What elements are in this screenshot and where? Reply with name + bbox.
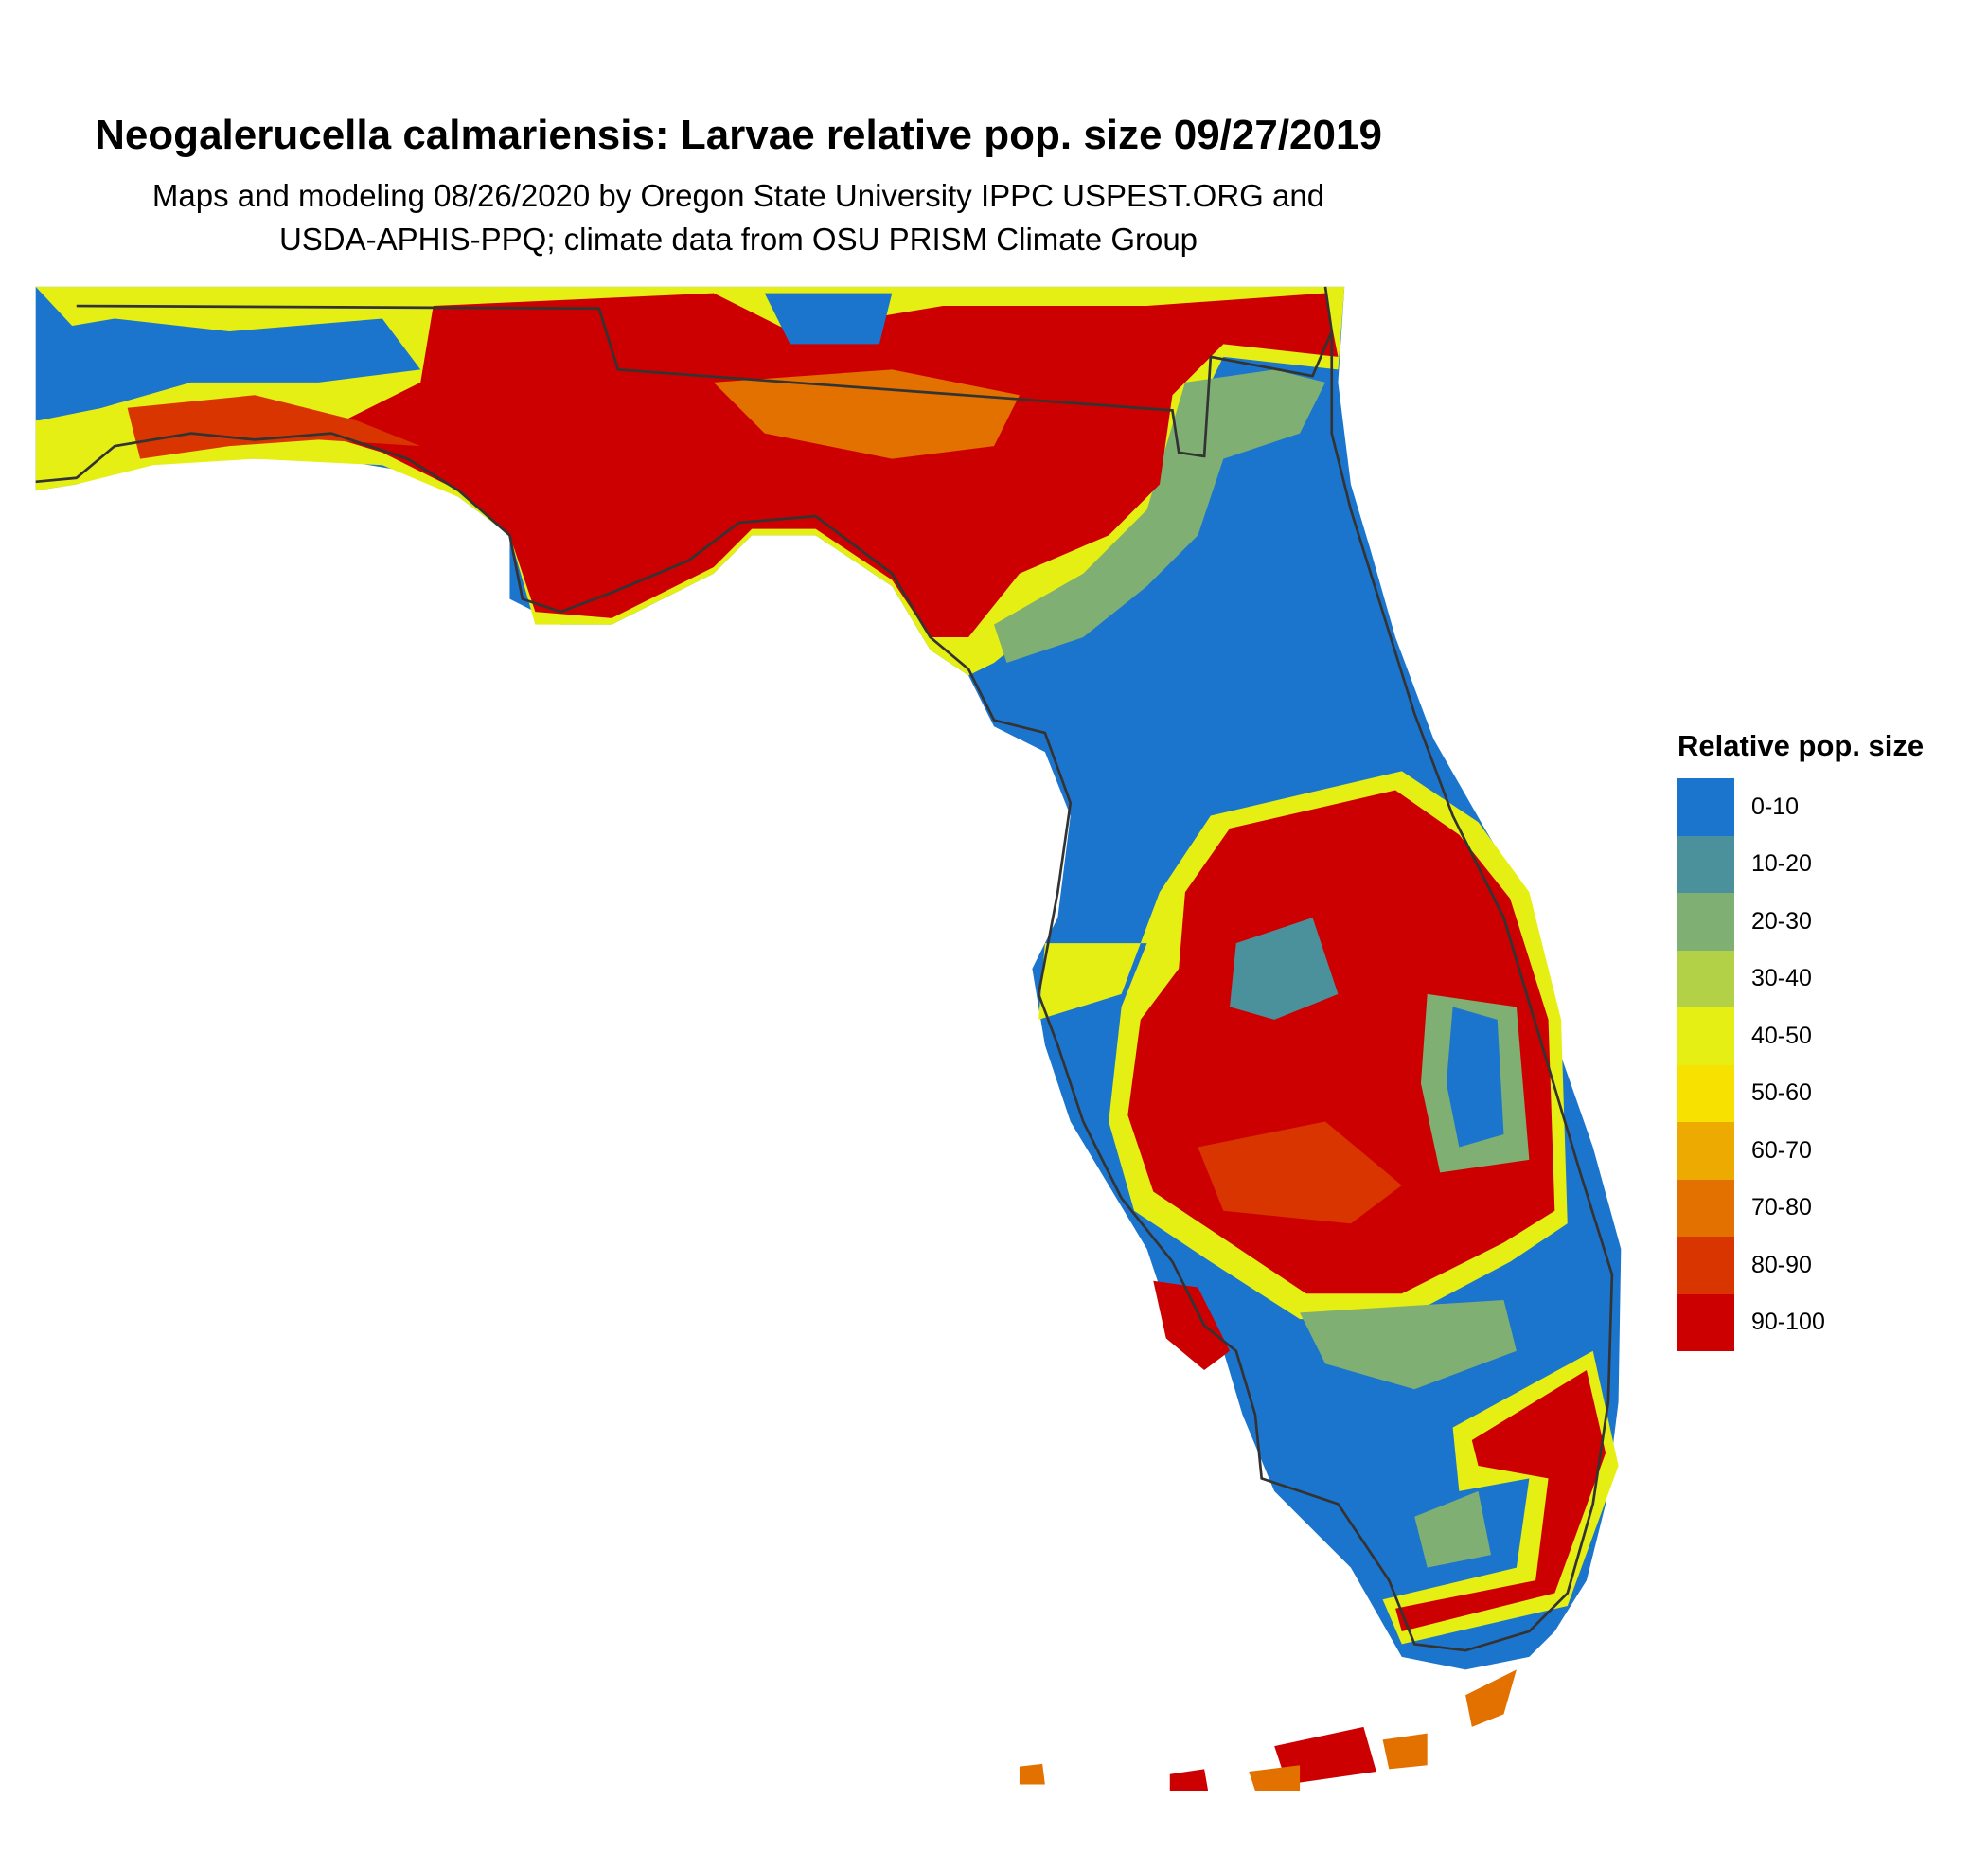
legend-item: 40-50 (1677, 1007, 1924, 1065)
legend-item: 70-80 (1677, 1179, 1924, 1237)
panhandle-orange-zone (713, 369, 1020, 459)
legend-label: 10-20 (1751, 850, 1812, 878)
legend-item: 10-20 (1677, 835, 1924, 893)
keys-island (1382, 1733, 1428, 1770)
state-border-line (76, 304, 1333, 458)
legend: Relative pop. size 0-10 10-20 20-30 30-40 40… (1677, 729, 1924, 1351)
legend-label: 60-70 (1751, 1136, 1812, 1164)
legend-swatch (1677, 893, 1734, 951)
legend-label: 70-80 (1751, 1194, 1812, 1221)
central-inner-green (1230, 918, 1339, 1020)
legend-item: 90-100 (1677, 1293, 1924, 1351)
keys-island (1465, 1669, 1517, 1727)
legend-label: 50-60 (1751, 1079, 1812, 1107)
map-subtitle-line2: USDA-APHIS-PPQ; climate data from OSU PR… (278, 222, 1198, 257)
legend-label: 80-90 (1751, 1251, 1812, 1278)
central-orange-zone (1198, 1121, 1402, 1224)
legend-label: 30-40 (1751, 965, 1812, 992)
legend-swatch (1677, 1064, 1734, 1122)
legend-swatch (1677, 1237, 1734, 1294)
panhandle-west-zone (127, 395, 421, 459)
legend-swatch (1677, 1179, 1734, 1237)
map-title: Neogalerucella calmariensis: Larvae rela… (95, 112, 1382, 158)
legend-swatch (1677, 1007, 1734, 1065)
panhandle-west-blue (38, 318, 421, 421)
keys-island (1169, 1769, 1209, 1791)
legend-item: 80-90 (1677, 1237, 1924, 1294)
legend-item: 60-70 (1677, 1122, 1924, 1180)
legend-swatch (1677, 1122, 1734, 1180)
legend-item: 50-60 (1677, 1064, 1924, 1122)
legend-swatch (1677, 778, 1734, 836)
legend-swatch (1677, 1293, 1734, 1351)
map-subtitle-line1: Maps and modeling 08/26/2020 by Oregon S… (151, 178, 1325, 213)
legend-item: 20-30 (1677, 893, 1924, 951)
legend-swatch (1677, 950, 1734, 1007)
southeast-coast-high (1395, 1370, 1606, 1631)
legend-item: 0-10 (1677, 778, 1924, 836)
everglades-green (1414, 1490, 1491, 1568)
legend-swatch (1677, 835, 1734, 893)
southwest-coast-high (1153, 1280, 1231, 1371)
land-low-zone (35, 286, 1622, 1670)
keys-island (1019, 1763, 1045, 1785)
legend-title: Relative pop. size (1677, 729, 1925, 762)
legend-label: 20-30 (1751, 907, 1812, 935)
state-boundary-line (35, 286, 1614, 1652)
legend-label: 90-100 (1751, 1309, 1825, 1336)
north-blue-patch (764, 293, 893, 345)
legend-item: 30-40 (1677, 950, 1924, 1007)
legend-label: 0-10 (1751, 793, 1800, 820)
lake-okeechobee-blue (1446, 1007, 1504, 1148)
north-green-zone (994, 369, 1325, 663)
panhandle-high-zone (318, 293, 1339, 638)
keys-island (1249, 1765, 1301, 1791)
legend-label: 40-50 (1751, 1022, 1812, 1049)
south-green-zone (1300, 1299, 1517, 1390)
